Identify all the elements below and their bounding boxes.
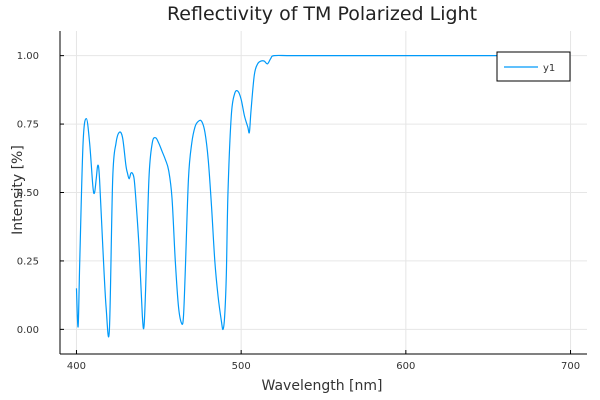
x-tick-label-700: 700 xyxy=(561,361,580,372)
y-tick-label-1.00: 1.00 xyxy=(17,51,39,62)
y-tick-label-0.25: 0.25 xyxy=(17,256,39,267)
y-axis-label: Intensity [%] xyxy=(10,145,26,235)
y-tick-label-0.75: 0.75 xyxy=(17,120,39,131)
x-tick-label-500: 500 xyxy=(232,361,251,372)
y-tick-label-0.00: 0.00 xyxy=(17,325,39,336)
x-tick-label-600: 600 xyxy=(396,361,415,372)
series-line-y1 xyxy=(75,54,571,338)
chart-title: Reflectivity of TM Polarized Light xyxy=(167,3,477,25)
legend: y1 xyxy=(496,51,571,82)
x-axis-label: Wavelength [nm] xyxy=(262,378,383,394)
tick-labels: 400 500 600 700 0.00 0.25 0.50 0.75 1.00 xyxy=(17,51,580,372)
series-layer xyxy=(75,54,571,338)
x-tick-label-400: 400 xyxy=(67,361,86,372)
y-tick-label-0.50: 0.50 xyxy=(17,188,39,199)
axes xyxy=(59,31,587,355)
legend-label-y1: y1 xyxy=(543,63,555,74)
